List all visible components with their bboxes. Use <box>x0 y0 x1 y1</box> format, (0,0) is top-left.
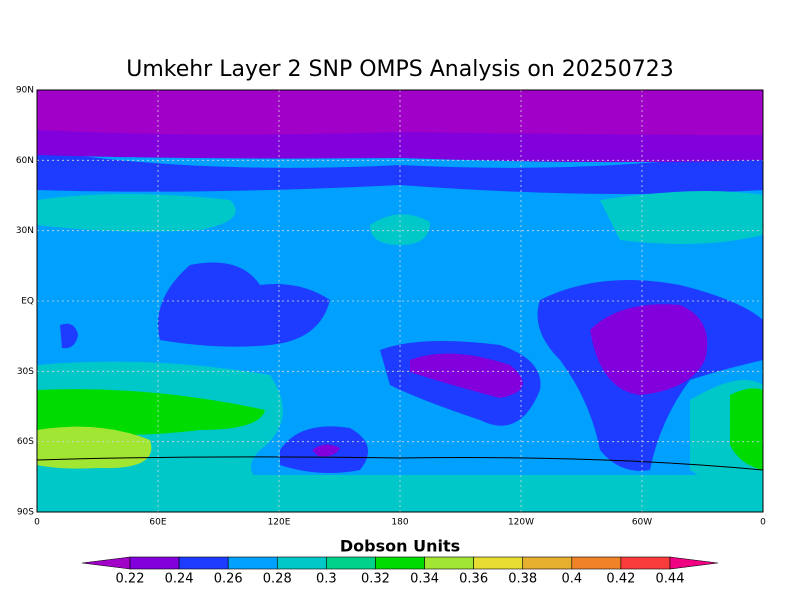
colorbar-tick-label: 0.24 <box>165 572 194 587</box>
colorbar-box <box>375 556 425 570</box>
field-region <box>370 214 430 245</box>
lon-label: 180 <box>391 518 408 528</box>
colorbar-box <box>129 556 180 570</box>
colorbar-tick-label: 0.28 <box>263 572 292 587</box>
colorbar-end <box>81 556 131 570</box>
lon-label: 0 <box>34 518 40 528</box>
colorbar-tick-label: 0.38 <box>508 572 537 587</box>
title: Umkehr Layer 2 SNP OMPS Analysis on 2025… <box>126 57 674 82</box>
field-region <box>730 388 763 470</box>
map-frame <box>36 89 764 513</box>
colorbar-tick-label: 0.34 <box>410 572 439 587</box>
colorbar-box <box>571 556 622 570</box>
lat-label: 90N <box>16 86 34 96</box>
colorbar-box <box>276 556 327 570</box>
lon-label: 0 <box>760 518 766 528</box>
colorbar-box <box>326 556 376 570</box>
lat-label: EQ <box>21 297 34 307</box>
colorbar-box <box>620 556 671 570</box>
colorbar-box <box>473 556 524 570</box>
lat-label: 60N <box>16 156 34 166</box>
field-region <box>37 389 265 435</box>
field-region <box>37 475 763 512</box>
field-region <box>37 90 763 135</box>
lat-label: 90S <box>17 508 34 518</box>
colorbar-box <box>522 556 573 570</box>
field-region <box>158 262 330 347</box>
colorbar-tick-label: 0.3 <box>316 572 337 587</box>
colorbar-end <box>669 556 719 570</box>
colorbar-tick-label: 0.44 <box>656 572 685 587</box>
colorbar-box <box>178 556 229 570</box>
lon-label: 120W <box>508 518 534 528</box>
field-region <box>37 194 236 232</box>
lat-label: 30N <box>16 226 34 236</box>
lat-label: 30S <box>17 367 34 377</box>
lon-label: 60E <box>149 518 166 528</box>
colorbar-tick-label: 0.32 <box>361 572 390 587</box>
field-region <box>600 191 763 244</box>
colorbar-tick-label: 0.26 <box>214 572 243 587</box>
lon-label: 60W <box>632 518 652 528</box>
field-region <box>312 444 340 457</box>
colorbar-label: Dobson Units <box>340 537 460 556</box>
colorbar-box <box>227 556 278 570</box>
lon-label: 120E <box>268 518 291 528</box>
colorbar-tick-label: 0.36 <box>459 572 488 587</box>
colorbar-box <box>424 556 474 570</box>
field-region <box>410 353 523 398</box>
field-region <box>590 304 708 395</box>
coastline <box>36 456 764 471</box>
lat-label: 60S <box>17 437 34 447</box>
colorbar-tick-label: 0.4 <box>561 572 582 587</box>
field-region <box>60 323 78 349</box>
colorbar-tick-label: 0.42 <box>606 572 635 587</box>
colorbar-tick-label: 0.22 <box>116 572 145 587</box>
